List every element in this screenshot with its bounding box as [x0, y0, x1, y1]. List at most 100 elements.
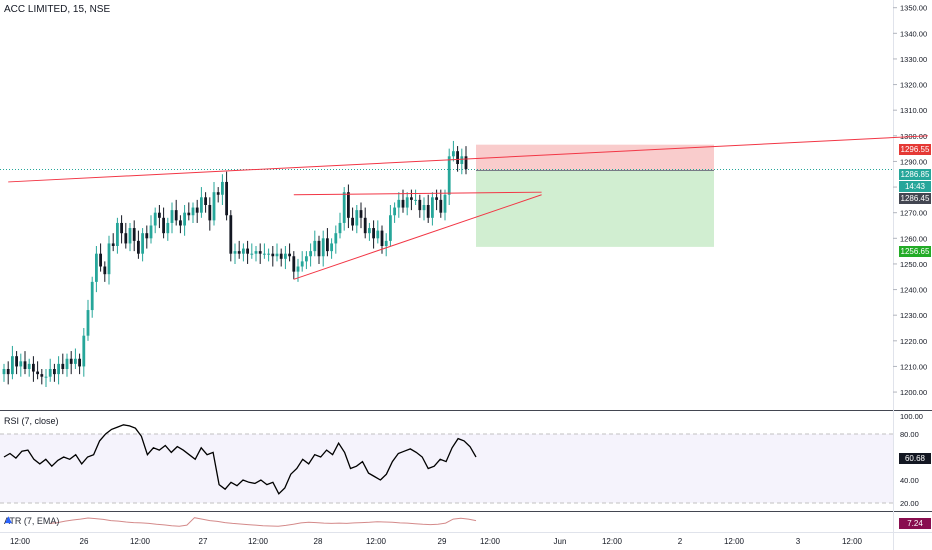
price-tick-label: 1210.00 [900, 362, 927, 371]
candle [263, 253, 266, 255]
atr-value-tag: 7.24 [899, 518, 931, 529]
rsi-legend[interactable]: RSI (7, close) [4, 416, 59, 426]
candle [57, 363, 60, 375]
price-tick-label: 1340.00 [900, 29, 927, 38]
candle [221, 181, 224, 195]
candle [439, 199, 443, 213]
time-tick-label: 29 [438, 537, 447, 546]
candle [158, 212, 161, 218]
price-tick-label: 1270.00 [900, 209, 927, 218]
time-tick-label: 12:00 [480, 537, 501, 546]
candle [246, 248, 249, 254]
candle [183, 212, 186, 226]
candle [191, 207, 195, 216]
candle [321, 238, 325, 257]
candle [447, 156, 451, 195]
candle [376, 230, 380, 239]
stop-price-tag: 1296.55 [899, 144, 931, 155]
candle [410, 197, 413, 200]
atr-line [49, 517, 477, 527]
candle [456, 151, 459, 164]
candle [384, 240, 388, 246]
candle [162, 217, 165, 234]
candle [443, 194, 447, 213]
last-price-tag: 1286.85 [899, 169, 931, 180]
candle [422, 205, 426, 211]
candle [32, 363, 35, 372]
candle [342, 192, 346, 223]
candle [355, 210, 359, 226]
candle [141, 233, 144, 254]
candle [137, 240, 140, 254]
price-tick-label: 1310.00 [900, 106, 927, 115]
candle [103, 266, 107, 275]
countdown-tag: 14:43 [899, 181, 931, 192]
candle [372, 228, 375, 239]
candle [267, 253, 270, 255]
candle [271, 253, 275, 257]
rsi-line [3, 424, 477, 495]
candle [61, 363, 65, 369]
candle [95, 253, 98, 282]
candle [237, 251, 241, 254]
candle [2, 369, 6, 375]
rsi-tick-label: 20.00 [900, 499, 919, 508]
candle [380, 230, 384, 246]
candle [86, 310, 90, 336]
candle [435, 197, 438, 200]
price-tick-label: 1200.00 [900, 388, 927, 397]
atr-legend[interactable]: ATR (7, EMA) [4, 516, 60, 526]
candle [405, 197, 409, 208]
time-tick-label: 12:00 [248, 537, 269, 546]
candle [179, 220, 182, 226]
candle [258, 251, 262, 254]
candle [338, 222, 342, 234]
candle [368, 228, 371, 234]
candle [296, 266, 300, 272]
tradingview-logo-icon[interactable]: ▲ [5, 515, 12, 525]
time-tick-label: 12:00 [842, 537, 863, 546]
candle [317, 240, 321, 257]
price-tick-label: 1220.00 [900, 337, 927, 346]
entry-price-tag: 1286.45 [899, 193, 931, 204]
candle [195, 207, 199, 213]
resistance-trendline [8, 135, 929, 183]
rising-support-trendline [293, 194, 542, 280]
candle [15, 356, 18, 367]
candle [292, 256, 296, 272]
candle [145, 233, 149, 239]
candle [82, 335, 86, 367]
candle [309, 251, 312, 257]
time-tick-label: 12:00 [366, 537, 387, 546]
candle [254, 251, 258, 254]
candle [225, 181, 228, 216]
time-tick-label: 26 [80, 537, 89, 546]
candle [431, 197, 434, 218]
price-tick-label: 1240.00 [900, 286, 927, 295]
candle [44, 376, 48, 378]
candle [397, 199, 401, 208]
candle [229, 215, 233, 254]
price-tick-label: 1330.00 [900, 55, 927, 64]
price-tick-label: 1320.00 [900, 81, 927, 90]
candle [313, 240, 317, 252]
candle [69, 358, 73, 364]
candle [452, 151, 455, 157]
candle [27, 363, 31, 369]
candle [124, 233, 128, 244]
rsi-tick-label: 100.00 [900, 412, 923, 421]
candle [132, 228, 136, 241]
candle [347, 192, 350, 218]
candle [212, 192, 216, 221]
candle [11, 356, 14, 375]
candle [334, 233, 338, 244]
price-tick-label: 1230.00 [900, 311, 927, 320]
price-tick-label: 1260.00 [900, 234, 927, 243]
price-tick-label: 1250.00 [900, 260, 927, 269]
candle [107, 243, 111, 275]
candle [149, 225, 153, 239]
candle [74, 358, 77, 364]
candle [460, 156, 464, 164]
candle [242, 248, 245, 254]
